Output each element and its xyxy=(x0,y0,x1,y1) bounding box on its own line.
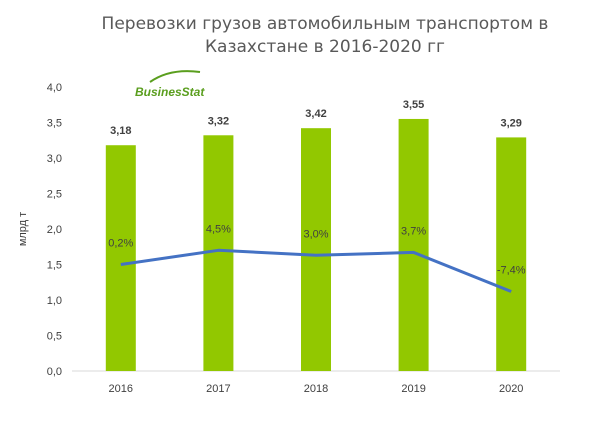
chart-title-line2: Казахстане в 2016-2020 гг xyxy=(205,37,445,57)
logo-text: BusinesStat xyxy=(135,85,205,99)
x-tick-label: 2016 xyxy=(109,383,133,395)
chart-title-line1: Перевозки грузов автомобильным транспорт… xyxy=(102,14,549,34)
growth-label: 4,5% xyxy=(206,223,231,235)
y-tick-label: 0,5 xyxy=(47,331,62,343)
bar-value-label: 3,55 xyxy=(403,99,424,111)
growth-label: 0,2% xyxy=(108,238,133,250)
growth-label: 3,7% xyxy=(401,225,426,237)
y-tick-label: 3,0 xyxy=(47,153,62,165)
growth-label: 3,0% xyxy=(303,228,328,240)
y-tick-label: 3,5 xyxy=(47,118,62,130)
y-tick-label: 2,0 xyxy=(47,224,62,236)
bar xyxy=(105,145,136,371)
y-ticks: 0,0 0,5 1,0 1,5 2,0 2,5 3,0 3,5 4,0 xyxy=(47,82,62,378)
y-tick-label: 0,0 xyxy=(47,366,62,378)
bar-value-label: 3,32 xyxy=(208,115,229,127)
bar-value-label: 3,18 xyxy=(110,125,131,137)
y-tick-label: 1,0 xyxy=(47,295,62,307)
bar xyxy=(398,118,429,371)
growth-label: -7,4% xyxy=(497,264,526,276)
y-axis-label: млрд т xyxy=(17,212,29,246)
x-tick-label: 2019 xyxy=(401,383,425,395)
logo: BusinesStat xyxy=(135,70,205,99)
x-tick-label: 2017 xyxy=(206,383,230,395)
x-tick-label: 2018 xyxy=(304,383,328,395)
y-tick-label: 2,5 xyxy=(47,189,62,201)
x-ticks: 2016 2017 2018 2019 2020 xyxy=(109,383,524,395)
bars: 3,18 3,32 3,42 3,55 3,29 xyxy=(105,99,527,371)
y-tick-label: 4,0 xyxy=(47,82,62,94)
bar-value-label: 3,42 xyxy=(305,108,326,120)
bar xyxy=(301,128,331,371)
growth-series-line xyxy=(120,248,512,293)
bar-value-label: 3,29 xyxy=(500,117,521,129)
growth-line: 0,2% 4,5% 3,0% 3,7% -7,4% xyxy=(108,223,526,293)
y-tick-label: 1,5 xyxy=(47,260,62,272)
x-tick-label: 2020 xyxy=(499,383,523,395)
logo-swoosh-icon xyxy=(149,70,201,83)
bar xyxy=(496,137,527,371)
